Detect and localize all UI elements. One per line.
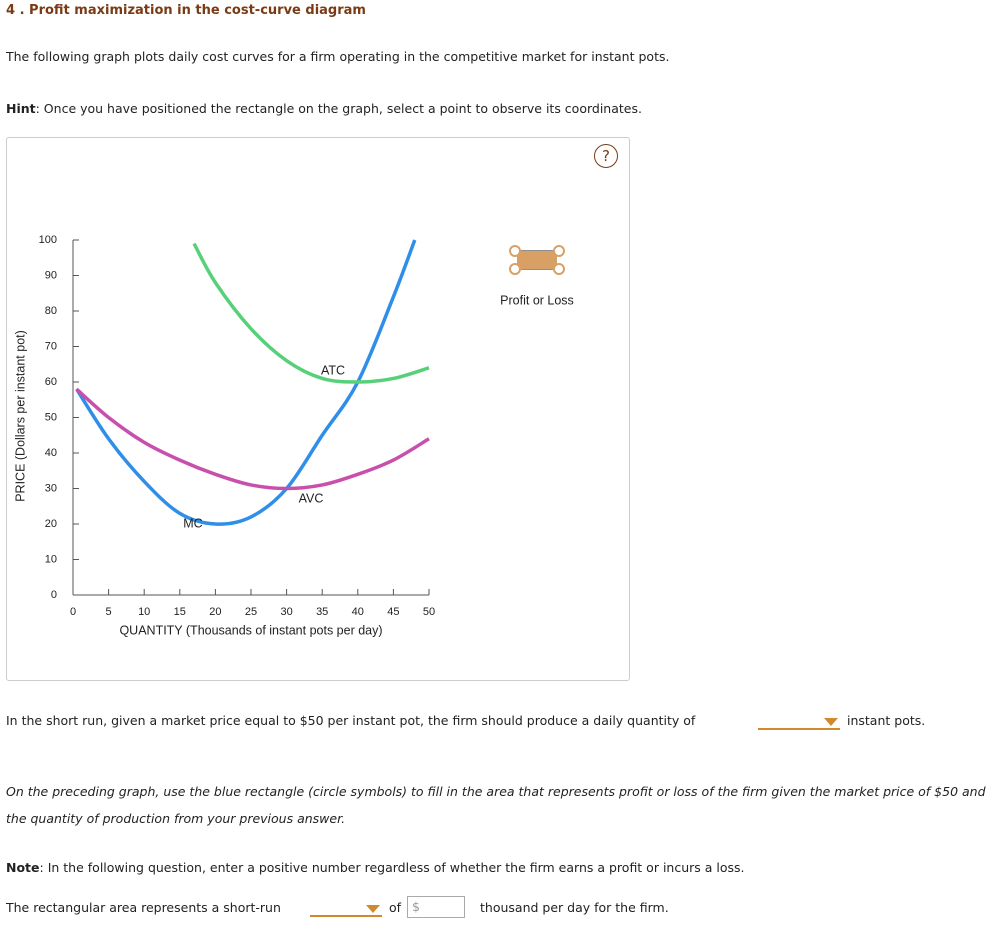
question-3: The rectangular area represents a short-… — [6, 900, 281, 915]
profit-loss-dropdown[interactable] — [310, 901, 382, 917]
curve-label: MC — [183, 516, 202, 530]
x-axis-label: QUANTITY (Thousands of instant pots per … — [119, 623, 382, 637]
y-tick-label: 30 — [45, 482, 57, 494]
x-tick-label: 0 — [70, 606, 76, 618]
x-tick-label: 45 — [387, 606, 399, 618]
question-2: On the preceding graph, use the blue rec… — [6, 784, 986, 826]
question-3-of: of — [389, 900, 402, 915]
curve-label: ATC — [321, 363, 345, 377]
legend-handle — [553, 245, 565, 257]
y-tick-label: 60 — [45, 376, 57, 388]
x-tick-label: 10 — [138, 606, 150, 618]
y-tick-label: 90 — [45, 269, 57, 281]
legend-handle — [509, 263, 521, 275]
amount-input[interactable]: $ — [407, 896, 465, 918]
curve — [75, 239, 417, 526]
chart: PRICE (Dollars per instant pot) QUANTITY… — [13, 234, 574, 637]
legend[interactable]: Profit or Loss — [500, 245, 574, 307]
question-3-suffix: thousand per day for the firm. — [480, 900, 669, 915]
legend-handle — [553, 263, 565, 275]
curve — [75, 387, 430, 491]
y-tick-label: 100 — [39, 234, 57, 246]
y-tick-label: 0 — [51, 589, 57, 601]
y-tick-label: 80 — [45, 305, 57, 317]
curve-label: AVC — [299, 491, 324, 505]
x-tick-label: 40 — [352, 606, 364, 618]
x-tick-label: 35 — [316, 606, 328, 618]
y-tick-label: 50 — [45, 411, 57, 423]
curve — [192, 242, 430, 384]
quantity-dropdown[interactable] — [758, 714, 840, 730]
title: 4 . Profit maximization in the cost-curv… — [6, 3, 366, 18]
note: Note: In the following question, enter a… — [6, 860, 745, 875]
y-axis-label: PRICE (Dollars per instant pot) — [13, 330, 27, 502]
x-tick-label: 15 — [174, 606, 186, 618]
y-tick-label: 40 — [45, 447, 57, 459]
intro: The following graph plots daily cost cur… — [6, 49, 670, 64]
question-1: In the short run, given a market price e… — [6, 713, 696, 728]
legend-swatch — [517, 251, 557, 269]
x-tick-label: 50 — [423, 606, 435, 618]
hint: Hint: Once you have positioned the recta… — [6, 101, 642, 116]
note-label: Note — [6, 860, 40, 875]
hint-text: : Once you have positioned the rectangle… — [35, 101, 642, 116]
help-button[interactable]: ? — [594, 144, 618, 168]
question-1-suffix: instant pots. — [847, 713, 926, 728]
hint-label: Hint — [6, 101, 36, 116]
x-tick-label: 30 — [280, 606, 292, 618]
y-tick-label: 20 — [45, 518, 57, 530]
legend-label: Profit or Loss — [500, 293, 574, 307]
x-tick-label: 25 — [245, 606, 257, 618]
x-tick-label: 20 — [209, 606, 221, 618]
legend-handle — [509, 245, 521, 257]
y-tick-label: 10 — [45, 553, 57, 565]
note-text: : In the following question, enter a pos… — [39, 860, 745, 875]
y-tick-label: 70 — [45, 340, 57, 352]
x-tick-label: 5 — [106, 606, 112, 618]
graph-panel: ? PRICE (Dollars per instant pot) QUANTI… — [6, 137, 630, 681]
